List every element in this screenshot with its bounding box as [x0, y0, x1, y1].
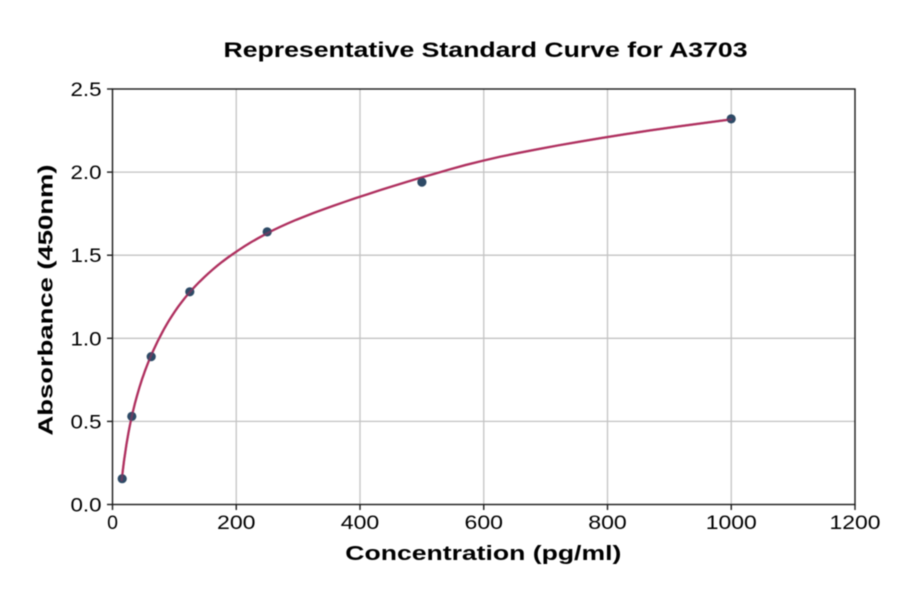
svg-text:Concentration (pg/ml): Concentration (pg/ml) — [345, 543, 621, 565]
svg-text:Representative Standard Curve: Representative Standard Curve for A3703 — [224, 39, 748, 62]
svg-text:0: 0 — [107, 512, 118, 534]
svg-text:2.5: 2.5 — [71, 79, 102, 101]
svg-text:800: 800 — [588, 512, 627, 534]
svg-text:200: 200 — [217, 512, 256, 534]
svg-text:1200: 1200 — [830, 512, 881, 534]
svg-text:0.5: 0.5 — [71, 411, 102, 433]
svg-text:1000: 1000 — [706, 512, 757, 534]
svg-text:1.5: 1.5 — [71, 245, 102, 267]
svg-text:2.0: 2.0 — [71, 162, 102, 184]
svg-text:0.0: 0.0 — [71, 495, 102, 517]
svg-text:600: 600 — [465, 512, 504, 534]
svg-text:1.0: 1.0 — [71, 328, 102, 350]
svg-text:400: 400 — [341, 512, 380, 534]
svg-text:Absorbance (450nm): Absorbance (450nm) — [36, 165, 58, 436]
